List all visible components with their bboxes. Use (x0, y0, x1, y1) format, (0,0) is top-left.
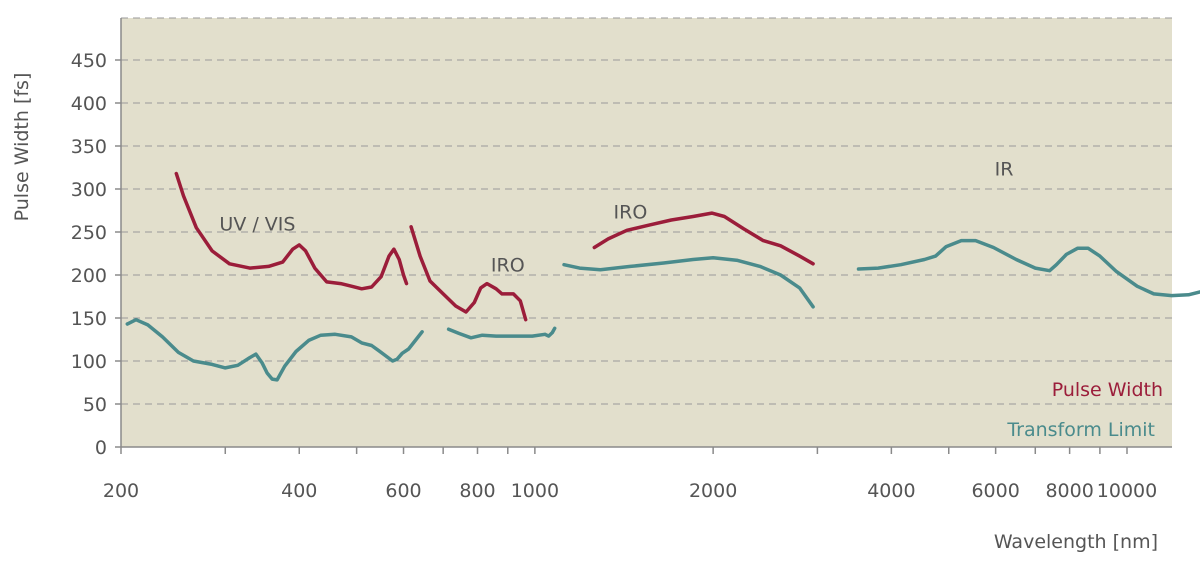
y-axis-title: Pulse Width [fs] (11, 73, 33, 222)
x-tick-label: 4000 (867, 480, 915, 502)
y-tick-label: 250 (71, 222, 107, 244)
region-label: IRO (491, 255, 525, 277)
y-tick-label: 450 (71, 50, 107, 72)
x-tick-label: 8000 (1045, 480, 1093, 502)
x-tick-label: 200 (103, 480, 139, 502)
transform-limit-line (562, 256, 815, 309)
transform-limit-line (125, 317, 424, 382)
y-tick-label: 350 (71, 136, 107, 158)
x-tick-label: 1000 (511, 480, 559, 502)
x-tick-label: 600 (385, 480, 421, 502)
pulse-width-line (174, 171, 409, 291)
region-label: IRO (614, 201, 648, 223)
x-tick-label: 2000 (689, 480, 737, 502)
y-tick-label: 200 (71, 265, 107, 287)
transform-limit-line (856, 238, 1200, 298)
axes (115, 18, 1172, 454)
x-tick-label: 800 (459, 480, 495, 502)
x-tick-label: 10000 (1097, 480, 1157, 502)
x-tick-label: 6000 (971, 480, 1019, 502)
transform-limit-line (446, 326, 557, 340)
x-tick-label: 400 (281, 480, 317, 502)
pulse-width-line (592, 211, 815, 266)
y-tick-label: 400 (71, 93, 107, 115)
series-group (125, 171, 1200, 382)
region-label: IR (995, 158, 1014, 180)
legend-pulse-width: Pulse Width (1052, 379, 1163, 401)
tick-labels: 0 50 100 150 200 250 300 350 400 450 200 400 600 800 1… (71, 50, 1157, 502)
y-tick-label: 100 (71, 351, 107, 373)
region-label: UV / VIS (219, 213, 295, 235)
plot-background (121, 18, 1172, 447)
annotations: UV / VIS IRO IRO IR (219, 158, 1013, 276)
x-axis-title: Wavelength [nm] (994, 531, 1158, 553)
legend-transform-limit: Transform Limit (1006, 419, 1155, 441)
y-tick-label: 150 (71, 308, 107, 330)
y-tick-label: 50 (83, 394, 107, 416)
pulse-width-line (409, 225, 528, 322)
y-tick-label: 0 (95, 437, 107, 459)
y-tick-label: 300 (71, 179, 107, 201)
